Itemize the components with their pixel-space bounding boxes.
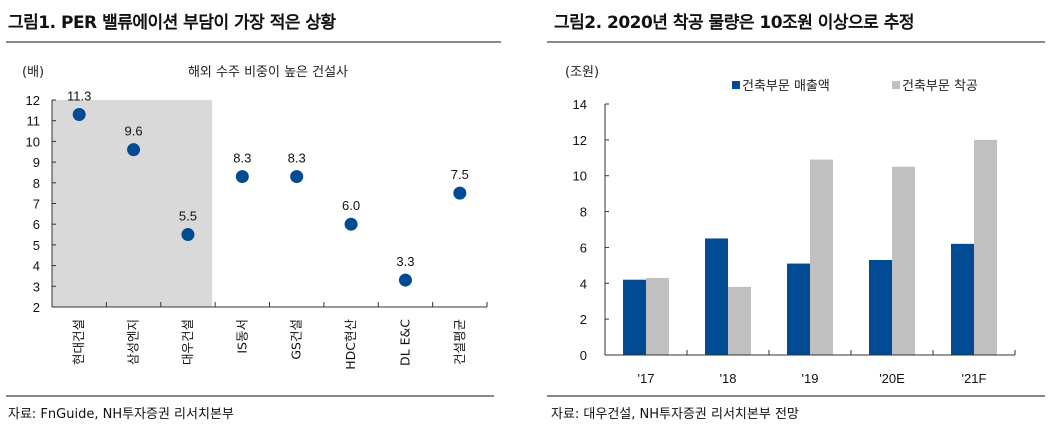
x-category-label: 대우건설 — [180, 319, 195, 365]
bar-sales — [623, 279, 646, 355]
y-axis-unit-label: (조원) — [565, 65, 599, 80]
data-point — [398, 273, 412, 287]
figure1-title: 그림1. PER 밸류에이션 부담이 가장 적은 상황 — [8, 13, 336, 33]
y-tick-label: 12 — [573, 133, 587, 148]
per-scatter-chart: (배) 해외 수주 비중이 높은 건설사 2 3 4 5 6 7 8 9 10 11 12 11.3… — [22, 65, 488, 370]
figure2-footer-rule — [547, 395, 1045, 397]
data-point — [181, 228, 195, 242]
overseas-highlight-region — [52, 100, 213, 307]
y-axis-ticks: 0 2 4 6 8 10 12 14 — [573, 97, 609, 363]
x-category-label: 건설평균 — [452, 319, 467, 365]
y-tick-label: 8 — [580, 205, 587, 220]
x-category-label: '21F — [962, 371, 987, 386]
data-label: 9.6 — [125, 124, 143, 139]
data-label: 8.3 — [288, 151, 306, 166]
legend-label: 건축부문 매출액 — [742, 79, 830, 94]
data-label: 11.3 — [67, 88, 91, 103]
y-tick-label: 11 — [27, 114, 41, 129]
x-category-label: '19 — [802, 371, 819, 386]
x-axis-ticks — [105, 302, 488, 307]
bar-sales — [951, 243, 974, 355]
y-tick-label: 12 — [26, 93, 40, 108]
legend-label: 건축부문 착공 — [902, 79, 978, 94]
data-point — [127, 143, 141, 157]
y-tick-label: 10 — [573, 169, 587, 184]
legend-swatch — [892, 81, 900, 89]
y-tick-label: 2 — [33, 300, 40, 315]
y-tick-label: 4 — [33, 259, 40, 274]
y-tick-label: 8 — [33, 176, 40, 191]
bar-sales — [869, 259, 892, 355]
data-label: 8.3 — [233, 151, 251, 166]
data-point — [290, 170, 304, 184]
x-axis-labels: 현대건설 삼성엔지 대우건설 IS동서 GS건설 HDC현산 DL E&C 건설평균 — [71, 319, 467, 370]
data-point — [453, 186, 467, 200]
x-category-label: 현대건설 — [71, 319, 86, 365]
data-point — [72, 107, 86, 121]
bar-starts — [892, 166, 915, 355]
bar-sales — [787, 263, 810, 355]
y-tick-label: 9 — [33, 155, 40, 170]
x-axis-ticks — [686, 350, 1016, 355]
y-axis-ticks: 2 3 4 5 6 7 8 9 10 11 12 — [26, 93, 56, 315]
bar-starts — [728, 286, 751, 355]
legend-swatch — [732, 81, 740, 89]
x-category-label: DL E&C — [397, 319, 412, 366]
y-tick-label: 0 — [580, 348, 587, 363]
x-category-label: '20E — [879, 371, 905, 386]
data-label: 6.0 — [342, 198, 360, 213]
figure2-title-rule — [547, 41, 1045, 43]
x-category-label: GS건설 — [289, 319, 304, 360]
bar-sales — [705, 238, 728, 355]
y-axis-unit-label: (배) — [22, 65, 44, 80]
x-category-label: 삼성엔지 — [126, 319, 141, 365]
x-category-label: '17 — [638, 371, 655, 386]
bars — [623, 139, 997, 355]
y-tick-label: 14 — [573, 97, 587, 112]
bar-starts — [810, 159, 833, 355]
x-category-label: '18 — [720, 371, 737, 386]
figure1-title-rule — [6, 41, 501, 43]
x-axis-labels: '17 '18 '19 '20E '21F — [638, 371, 987, 386]
figure1-footer-rule — [6, 395, 494, 397]
y-tick-label: 5 — [33, 238, 40, 253]
figure2-source: 자료: 대우건설, NH투자증권 리서치본부 전망 — [551, 407, 799, 422]
x-category-label: HDC현산 — [343, 319, 358, 370]
bar-starts — [974, 139, 997, 355]
highlight-annotation: 해외 수주 비중이 높은 건설사 — [188, 65, 348, 80]
bar-starts — [646, 277, 669, 355]
y-tick-label: 10 — [26, 134, 40, 149]
y-tick-label: 2 — [580, 312, 587, 327]
y-tick-label: 3 — [33, 279, 40, 294]
data-label: 7.5 — [451, 167, 469, 182]
y-tick-label: 6 — [33, 217, 40, 232]
y-tick-label: 6 — [580, 240, 587, 255]
data-point — [235, 170, 249, 184]
legend: 건축부문 매출액 건축부문 착공 — [732, 79, 978, 94]
figure2-title: 그림2. 2020년 착공 물량은 10조원 이상으로 추정 — [554, 13, 915, 33]
y-tick-label: 4 — [580, 276, 587, 291]
figure1-source: 자료: FnGuide, NH투자증권 리서치본부 — [8, 407, 234, 422]
data-label: 5.5 — [179, 209, 197, 224]
y-tick-label: 7 — [33, 197, 40, 212]
data-point — [344, 217, 358, 231]
x-category-label: IS동서 — [234, 319, 249, 354]
data-label: 3.3 — [396, 254, 414, 269]
data-points: 11.3 9.6 5.5 8.3 8.3 6.0 3.3 7.5 — [67, 88, 469, 287]
